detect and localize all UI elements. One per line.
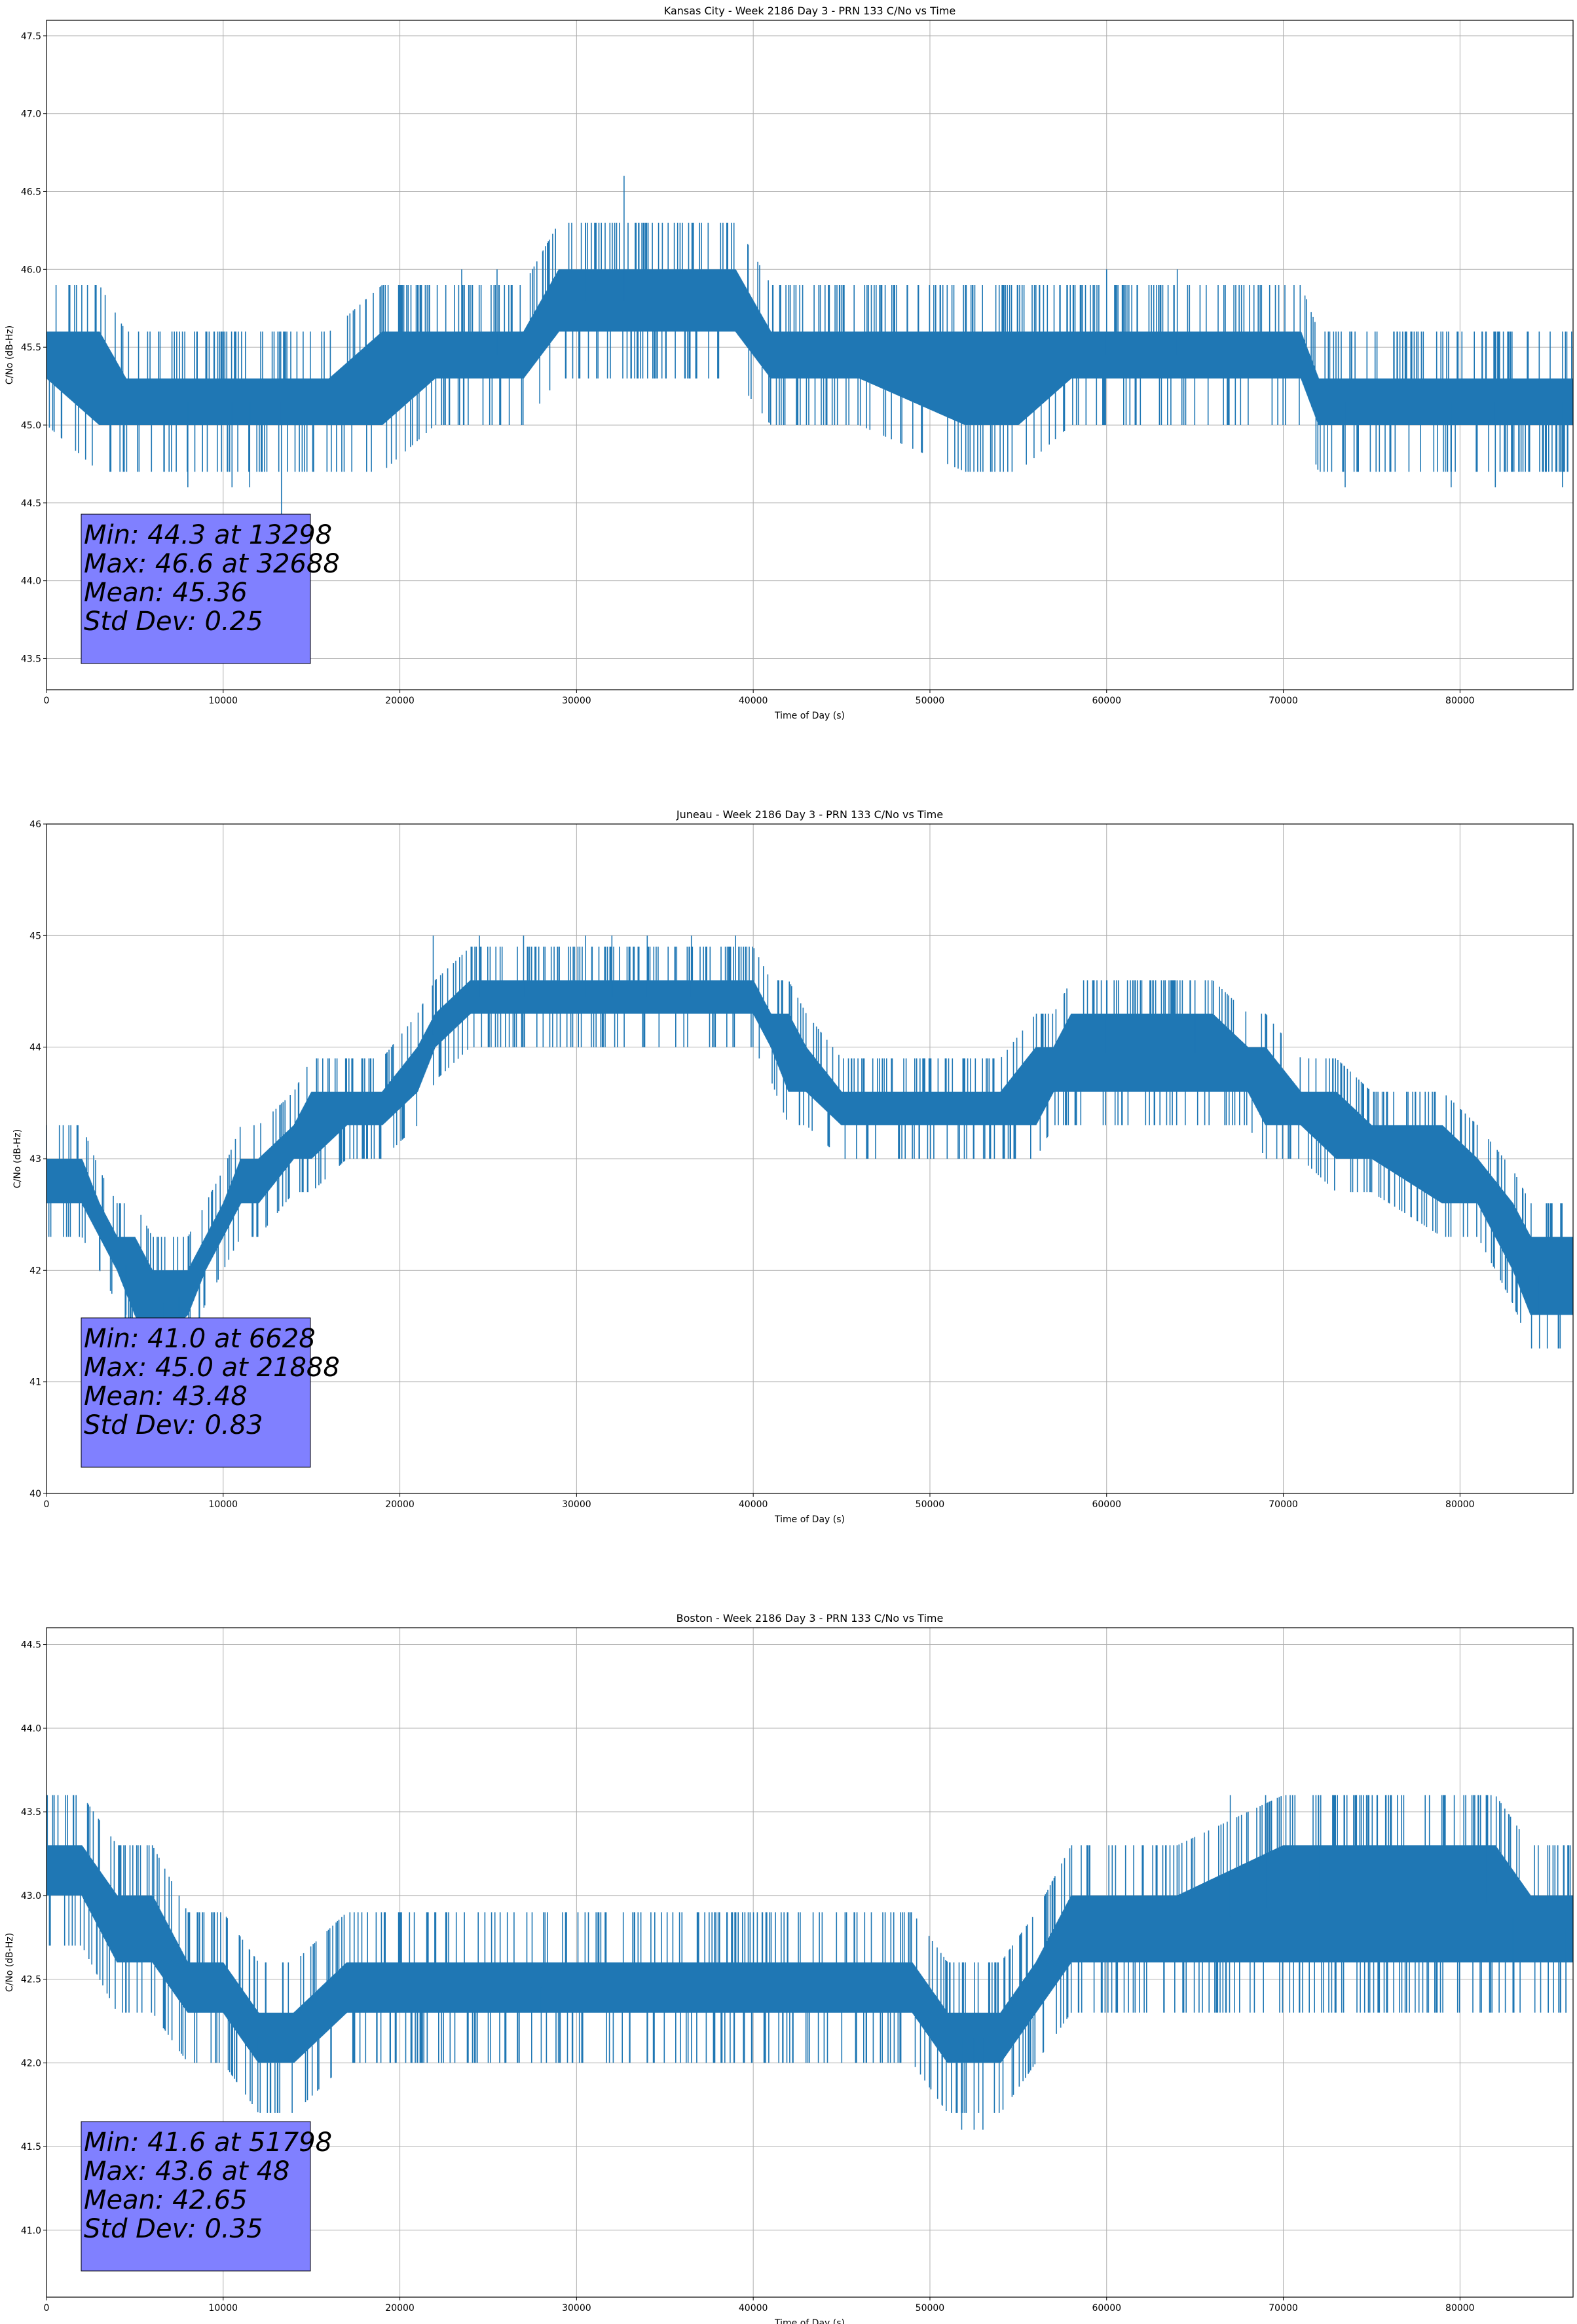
- chart-3: 0 10000 20000 30000 40000 50000 60000 70000 8000…: [5, 1612, 1574, 2324]
- x-tick-label: 60000: [1092, 2303, 1121, 2314]
- chart-title: Juneau - Week 2186 Day 3 - PRN 133 C/No …: [676, 808, 943, 821]
- y-axis-label: C/No (dB-Hz): [12, 1129, 23, 1188]
- x-axis-label: Time of Day (s): [774, 711, 845, 721]
- y-tick-label: 41.5: [21, 2142, 41, 2152]
- stats-line: Std Dev: 0.83: [84, 1410, 263, 1440]
- y-tick-label: 43: [29, 1154, 41, 1165]
- stats-line: Std Dev: 0.25: [84, 607, 263, 637]
- stats-line: Mean: 43.48: [84, 1381, 248, 1412]
- y-tick-label: 42.5: [21, 1975, 41, 1985]
- series-line: [46, 176, 1573, 534]
- x-tick-label: 80000: [1445, 1499, 1475, 1510]
- x-axis: 0 10000 20000 30000 40000 50000 60000 70000 8000…: [44, 690, 1475, 706]
- grid: [46, 1628, 1573, 2297]
- series-band: [46, 1795, 1573, 2113]
- stats-line: Max: 45.0 at 21888: [84, 1353, 340, 1383]
- chart-title: Kansas City - Week 2186 Day 3 - PRN 133 …: [664, 5, 955, 17]
- x-tick-label: 0: [44, 696, 50, 706]
- series-band: [46, 946, 1573, 1379]
- stats-line: Mean: 45.36: [84, 578, 248, 608]
- x-tick-label: 60000: [1092, 1499, 1121, 1510]
- x-tick-label: 50000: [916, 1499, 945, 1510]
- y-tick-label: 44.0: [21, 576, 41, 587]
- series-line: [46, 935, 1573, 1382]
- x-tick-label: 50000: [916, 2303, 945, 2314]
- stats-line: Max: 46.6 at 32688: [84, 549, 340, 579]
- stats-line: Min: 41.0 at 6628: [84, 1324, 316, 1354]
- y-tick-label: 43.0: [21, 1891, 41, 1902]
- y-tick-label: 41.0: [21, 2226, 41, 2236]
- stats-box-background: [81, 1317, 311, 1468]
- y-tick-label: 44.5: [21, 1640, 41, 1651]
- x-tick-label: 30000: [562, 696, 591, 706]
- x-tick-label: 20000: [385, 696, 415, 706]
- x-tick-label: 70000: [1269, 696, 1298, 706]
- y-axis: 43.5 44.0 44.5 45.0 45.5 46.0 46.5 47.0 47.5: [21, 31, 46, 664]
- axes-frame: [46, 20, 1574, 690]
- axes-frame: [46, 1627, 1574, 2298]
- x-tick-label: 70000: [1269, 2303, 1298, 2314]
- x-tick-label: 10000: [209, 1499, 238, 1510]
- x-tick-label: 40000: [739, 1499, 768, 1510]
- stats-line: Max: 43.6 at 48: [84, 2156, 289, 2186]
- chart-title: Boston - Week 2186 Day 3 - PRN 133 C/No …: [677, 1612, 944, 1624]
- x-axis-label: Time of Day (s): [774, 2318, 845, 2324]
- stats-line: Mean: 42.65: [84, 2185, 248, 2215]
- stats-line: Min: 44.3 at 13298: [84, 520, 332, 550]
- x-tick-label: 80000: [1445, 2303, 1475, 2314]
- series-band: [46, 223, 1573, 472]
- y-tick-label: 46.5: [21, 187, 41, 197]
- y-tick-label: 46: [29, 819, 41, 830]
- x-tick-label: 0: [44, 1499, 50, 1510]
- stats-line: Min: 41.6 at 51798: [84, 2127, 332, 2158]
- y-tick-label: 44: [29, 1043, 41, 1053]
- y-axis: 40 41 42 43 44 45 46: [29, 819, 46, 1499]
- x-tick-label: 40000: [739, 696, 768, 706]
- x-tick-label: 80000: [1445, 696, 1475, 706]
- stats-box-background: [81, 2121, 311, 2272]
- y-tick-label: 43.5: [21, 654, 41, 664]
- y-tick-label: 44.5: [21, 498, 41, 509]
- x-axis: 0 10000 20000 30000 40000 50000 60000 70000 8000…: [44, 1493, 1475, 1510]
- chart-2: 0 10000 20000 30000 40000 50000 60000 70000 8000…: [12, 808, 1574, 1525]
- x-tick-label: 30000: [562, 1499, 591, 1510]
- y-tick-label: 47.5: [21, 31, 41, 42]
- y-tick-label: 40: [29, 1489, 41, 1499]
- y-tick-label: 44.0: [21, 1723, 41, 1734]
- y-tick-label: 45: [29, 931, 41, 941]
- x-axis-label: Time of Day (s): [774, 1514, 845, 1525]
- chart-1: 0 10000 20000 30000 40000 50000 60000 70000 8000…: [5, 5, 1574, 721]
- y-tick-label: 45.5: [21, 343, 41, 353]
- x-tick-label: 50000: [916, 696, 945, 706]
- x-tick-label: 10000: [209, 696, 238, 706]
- y-tick-label: 45.0: [21, 421, 41, 431]
- stats-line: Std Dev: 0.35: [84, 2214, 263, 2244]
- series-line: [46, 1795, 1573, 2130]
- x-axis: 0 10000 20000 30000 40000 50000 60000 70000 8000…: [44, 2297, 1475, 2314]
- y-tick-label: 42: [29, 1265, 41, 1276]
- x-tick-label: 0: [44, 2303, 50, 2314]
- y-tick-label: 46.0: [21, 265, 41, 275]
- y-tick-label: 43.5: [21, 1807, 41, 1818]
- y-tick-label: 41: [29, 1378, 41, 1388]
- y-tick-label: 42.0: [21, 2058, 41, 2069]
- x-tick-label: 10000: [209, 2303, 238, 2314]
- x-tick-label: 40000: [739, 2303, 768, 2314]
- x-tick-label: 30000: [562, 2303, 591, 2314]
- y-axis: 41.0 41.5 42.0 42.5 43.0 43.5 44.0 44.5: [21, 1640, 46, 2236]
- x-tick-label: 60000: [1092, 696, 1121, 706]
- stats-box-background: [81, 514, 311, 664]
- y-axis-label: C/No (dB-Hz): [5, 326, 15, 384]
- x-tick-label: 20000: [385, 1499, 415, 1510]
- x-tick-label: 20000: [385, 2303, 415, 2314]
- y-axis-label: C/No (dB-Hz): [5, 1933, 15, 1992]
- y-tick-label: 47.0: [21, 109, 41, 120]
- x-tick-label: 70000: [1269, 1499, 1298, 1510]
